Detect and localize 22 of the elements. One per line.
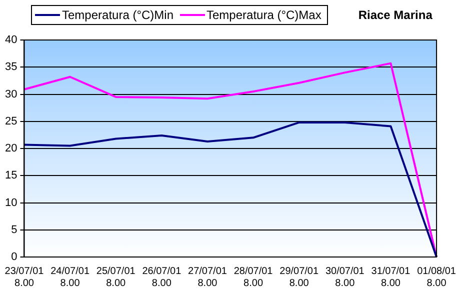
x-tick-label: 24/07/01 8.00 [50, 266, 90, 289]
y-tick-label: 30 [4, 88, 18, 100]
legend-label: Temperatura (°C)Max [206, 8, 322, 22]
x-tick-label: 29/07/01 8.00 [280, 266, 319, 289]
y-tick-label: 35 [4, 61, 18, 74]
x-tick-label: 27/07/01 8.00 [188, 266, 228, 289]
x-tick-label: 23/07/01 8.00 [4, 266, 44, 289]
x-tick-label: 28/07/01 8.00 [234, 266, 274, 289]
y-tick-label: 15 [4, 170, 18, 182]
x-tick-label: 30/07/01 8.00 [325, 266, 365, 289]
x-tick-label: 01/08/01 8.00 [417, 266, 456, 289]
y-tick-label: 40 [4, 34, 18, 46]
y-tick-label: 10 [4, 196, 18, 209]
x-tick-label: 25/07/01 8.00 [96, 266, 136, 289]
chart-title: Riace Marina [358, 8, 432, 22]
x-tick-label: 26/07/01 8.00 [142, 266, 182, 289]
x-tick-label: 31/07/01 8.00 [371, 266, 411, 289]
y-tick-label: 0 [11, 251, 18, 264]
legend-label: Temperatura (°C)Min [62, 8, 174, 22]
y-tick-label: 5 [11, 224, 18, 236]
y-tick-label: 20 [4, 142, 18, 155]
y-tick-label: 25 [4, 115, 18, 128]
